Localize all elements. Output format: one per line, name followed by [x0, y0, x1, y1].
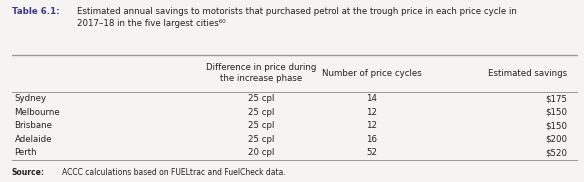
Text: Perth: Perth: [15, 148, 37, 157]
Text: Difference in price during
the increase phase: Difference in price during the increase …: [206, 63, 316, 83]
Text: Number of price cycles: Number of price cycles: [322, 69, 421, 78]
Text: 12: 12: [366, 108, 377, 117]
Text: Table 6.1:: Table 6.1:: [12, 7, 60, 16]
Text: 20 cpl: 20 cpl: [248, 148, 274, 157]
Text: $520: $520: [545, 148, 567, 157]
Text: 25 cpl: 25 cpl: [248, 121, 274, 130]
Text: 25 cpl: 25 cpl: [248, 135, 274, 144]
Text: 12: 12: [366, 121, 377, 130]
Text: 25 cpl: 25 cpl: [248, 94, 274, 103]
Text: $150: $150: [545, 108, 567, 117]
Text: Source:: Source:: [12, 168, 45, 177]
Text: Sydney: Sydney: [15, 94, 47, 103]
Text: ACCC calculations based on FUELtrac and FuelCheck data.: ACCC calculations based on FUELtrac and …: [61, 168, 285, 177]
Text: 52: 52: [366, 148, 377, 157]
Text: Melbourne: Melbourne: [15, 108, 60, 117]
Text: $200: $200: [545, 135, 567, 144]
Text: Estimated savings: Estimated savings: [488, 69, 567, 78]
Text: 25 cpl: 25 cpl: [248, 108, 274, 117]
Text: 14: 14: [366, 94, 377, 103]
Text: Estimated annual savings to motorists that purchased petrol at the trough price : Estimated annual savings to motorists th…: [77, 7, 517, 28]
Text: $175: $175: [545, 94, 567, 103]
Text: 16: 16: [366, 135, 377, 144]
Text: $150: $150: [545, 121, 567, 130]
Text: Adelaide: Adelaide: [15, 135, 52, 144]
Text: Brisbane: Brisbane: [15, 121, 53, 130]
